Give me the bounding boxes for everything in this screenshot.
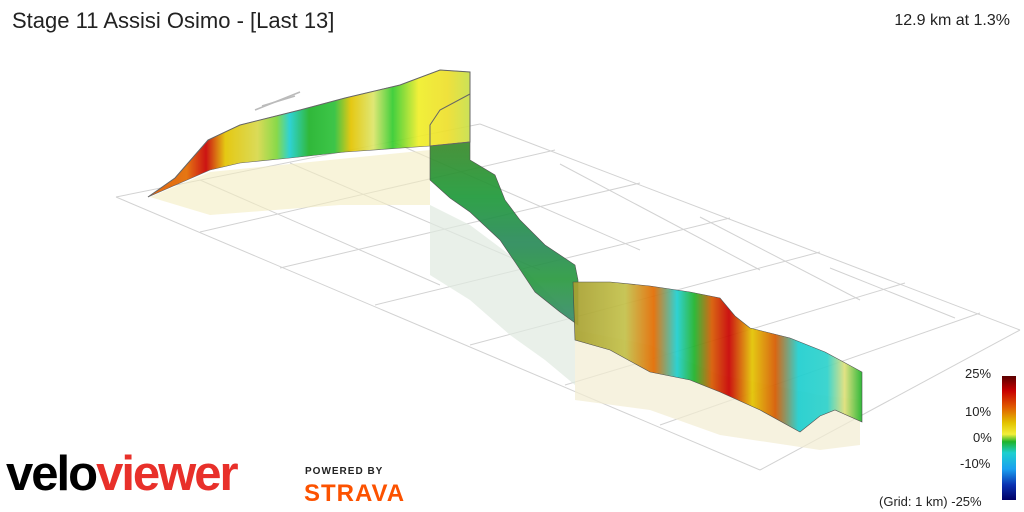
powered-by-label: POWERED BY	[305, 466, 384, 477]
strava-logo[interactable]: STRAVA	[304, 480, 406, 507]
start-marker	[254, 91, 301, 111]
page-title: Stage 11 Assisi Osimo - [Last 13]	[12, 8, 335, 33]
legend-label-min: -25%	[951, 494, 982, 509]
veloviewer-logo[interactable]: veloviewer	[6, 447, 239, 501]
segment-summary: 12.9 km at 1.3%	[894, 12, 1010, 29]
legend-label-0: 0%	[973, 430, 992, 445]
gradient-legend	[1002, 376, 1016, 500]
profile-top-edge	[147, 69, 471, 198]
legend-label-neg10: -10%	[960, 456, 991, 471]
legend-label-max: 25%	[965, 366, 992, 381]
grid-note: (Grid: 1 km) -25%	[879, 494, 982, 509]
profile-segment-3	[572, 281, 863, 433]
legend-label-10: 10%	[965, 404, 992, 419]
